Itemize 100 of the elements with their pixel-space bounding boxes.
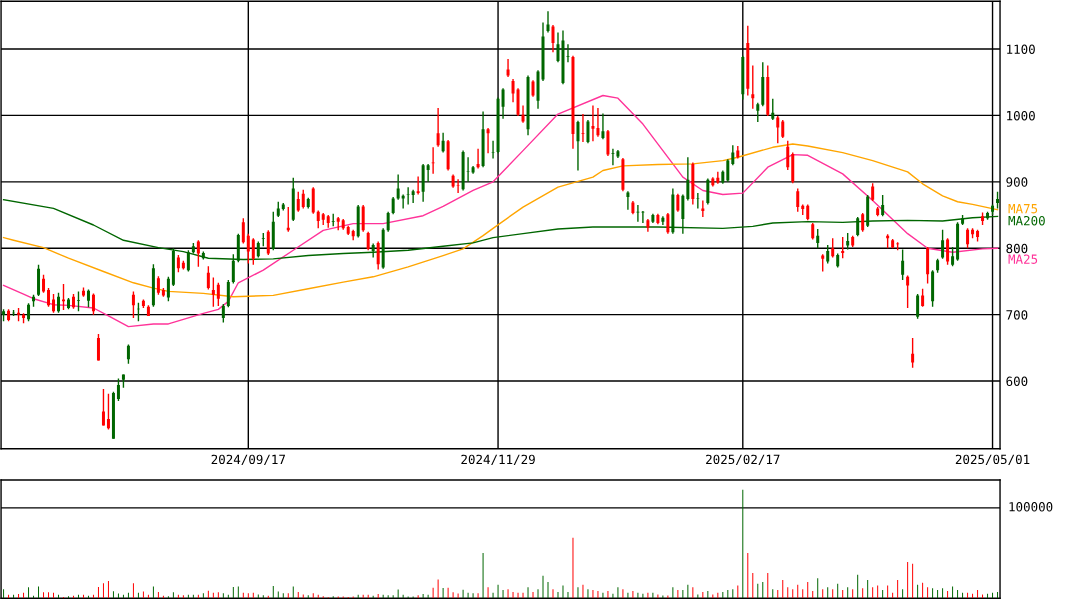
candlestick — [57, 292, 60, 314]
candlestick — [211, 276, 215, 308]
x-tick-label: 2024/09/17 — [211, 454, 285, 466]
candlestick — [116, 377, 120, 402]
candlestick — [476, 147, 480, 170]
candlestick — [606, 129, 610, 157]
series-label: MA75 — [1008, 204, 1038, 214]
series-label: MA200 — [1008, 215, 1045, 226]
candlestick — [37, 264, 41, 297]
candlestick — [86, 288, 90, 309]
candlestick — [62, 283, 65, 311]
candlestick — [521, 104, 525, 124]
candlestick — [626, 190, 630, 211]
candlestick — [581, 113, 585, 143]
y-tick-label: 900 — [1006, 177, 1028, 187]
candlestick — [506, 58, 510, 78]
candlestick — [361, 204, 365, 233]
candlestick — [196, 239, 200, 268]
candlestick — [861, 212, 865, 233]
candlestick — [91, 292, 95, 316]
candlestick — [511, 78, 515, 103]
candlestick — [701, 199, 705, 218]
candlestick — [831, 237, 835, 259]
candlestick — [67, 297, 70, 311]
candlestick — [486, 127, 490, 154]
candlestick — [246, 232, 250, 265]
candlestick — [441, 131, 445, 154]
candlestick — [966, 227, 970, 249]
candlestick — [156, 275, 160, 296]
candlestick — [826, 244, 830, 265]
candlestick — [771, 98, 775, 121]
candlestick — [786, 139, 790, 171]
candlestick — [731, 144, 735, 166]
candlestick — [951, 246, 955, 267]
candlestick — [76, 290, 80, 313]
text: 100000 — [1009, 502, 1053, 512]
candlestick — [706, 177, 710, 206]
candlestick — [416, 175, 420, 196]
candlestick — [696, 192, 700, 210]
candlestick — [226, 279, 230, 309]
candlestick — [386, 211, 390, 233]
y-tick-label: 600 — [1006, 376, 1028, 387]
x-tick-label: 2025/02/17 — [706, 454, 780, 466]
candlestick — [756, 102, 760, 123]
candlestick — [366, 230, 370, 251]
candlestick — [436, 107, 440, 148]
candlestick — [426, 163, 430, 183]
x-tick-label: 2024/11/29 — [461, 454, 535, 466]
candlestick — [301, 189, 305, 210]
candlestick — [776, 115, 780, 145]
candlestick — [796, 187, 800, 213]
candlestick — [131, 290, 135, 319]
candlestick — [551, 24, 555, 54]
candlestick — [906, 274, 910, 309]
candlestick — [241, 217, 245, 245]
candlestick — [566, 43, 570, 63]
candlestick — [411, 189, 415, 204]
line-series — [2, 94, 999, 328]
candlestick — [946, 237, 950, 266]
line-series — [2, 143, 999, 298]
candlestick — [601, 112, 605, 141]
candlestick — [266, 229, 270, 256]
candlestick — [901, 248, 905, 281]
candlestick — [42, 274, 46, 294]
candlestick — [376, 240, 380, 271]
candlestick — [666, 212, 670, 235]
candlestick — [296, 191, 300, 213]
candlestick — [491, 139, 495, 160]
candlestick — [816, 228, 820, 249]
candlestick — [101, 388, 105, 427]
candlestick — [686, 156, 690, 202]
candlestick — [311, 186, 315, 215]
candlestick — [726, 158, 730, 183]
y-tick-label: 1100 — [1007, 44, 1035, 54]
candlestick — [916, 293, 920, 320]
candlestick — [166, 276, 170, 303]
candlestick — [216, 282, 220, 307]
candlestick — [576, 120, 580, 172]
candlestick — [251, 237, 255, 266]
y-tick-label: 1000 — [1007, 110, 1035, 121]
candlestick — [596, 107, 600, 138]
y-tick-label: 800 — [1006, 243, 1028, 254]
candlestick — [126, 343, 130, 365]
candlestick — [71, 293, 75, 310]
y-tick-label: 700 — [1006, 310, 1028, 320]
candlestick — [456, 178, 460, 194]
series-label: MA25 — [1008, 254, 1038, 264]
candlestick — [586, 119, 590, 145]
candlestick — [941, 228, 945, 260]
candlestick — [96, 333, 100, 362]
candlestick — [221, 303, 225, 324]
candlestick — [406, 186, 410, 206]
candlestick — [396, 173, 400, 201]
candlestick — [47, 287, 51, 308]
candlestick — [206, 265, 210, 291]
candlestick — [841, 236, 845, 259]
candlestick — [556, 31, 560, 63]
x-tick-label: 2025/05/01 — [955, 454, 1030, 466]
candlestick — [881, 194, 885, 218]
candlestick — [611, 147, 615, 166]
